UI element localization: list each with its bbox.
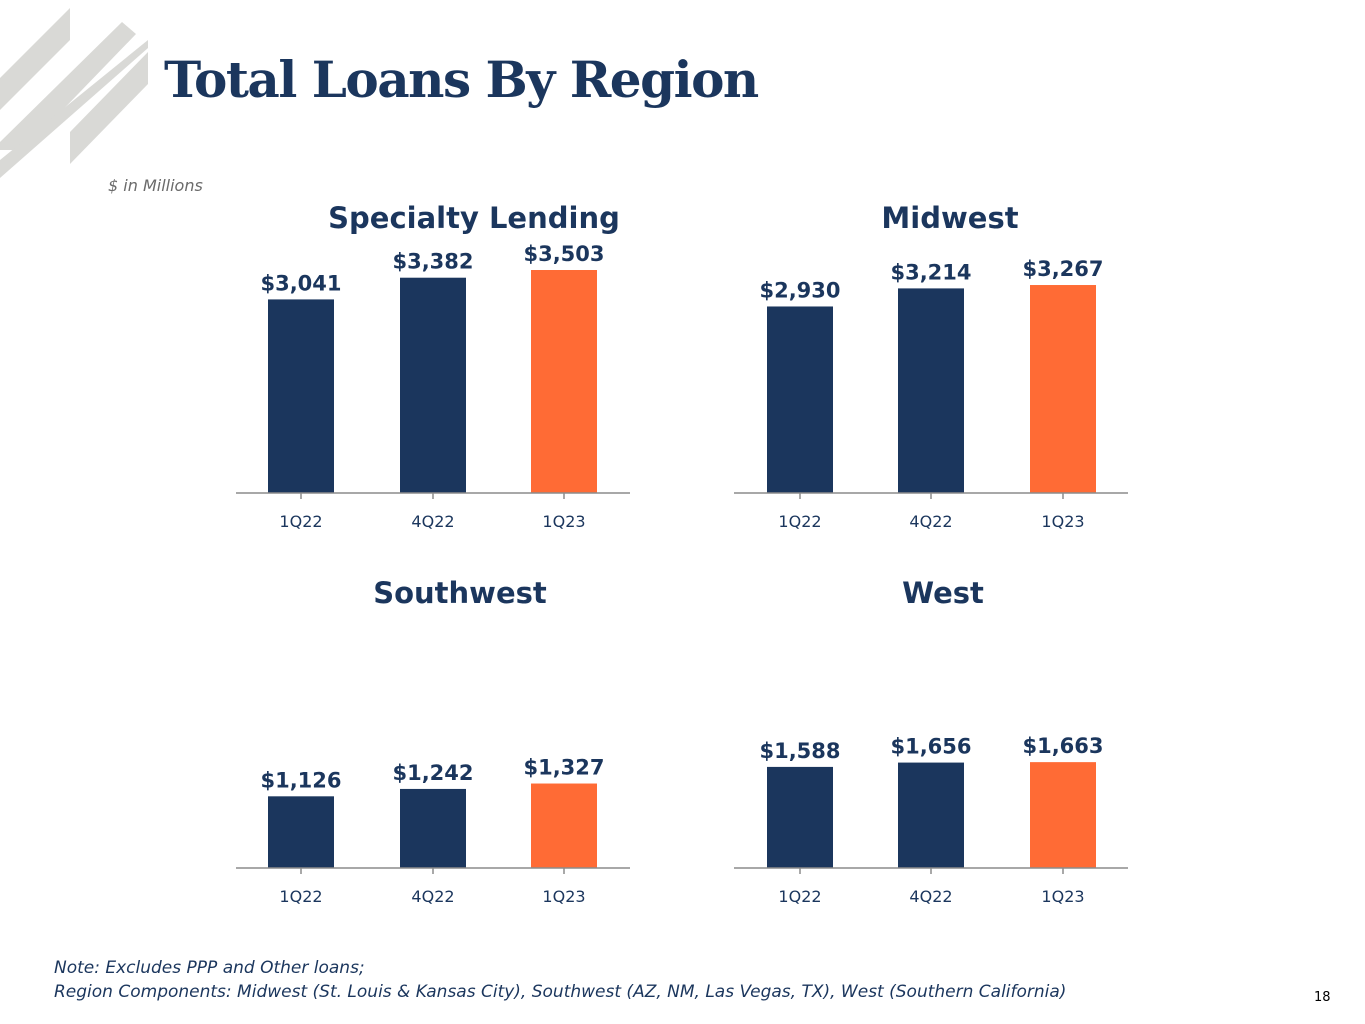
bar [1030,762,1096,868]
units-label: $ in Millions [108,176,203,195]
tick-label: 1Q22 [279,887,322,906]
tick-label: 1Q22 [279,512,322,531]
footnote: Note: Excludes PPP and Other loans; Regi… [54,956,1066,1004]
bar [1030,285,1096,493]
data-label: $3,382 [392,250,473,274]
tick-label: 1Q23 [1041,512,1084,531]
footnote-line-1: Note: Excludes PPP and Other loans; [54,958,365,978]
bar [767,306,833,493]
chart-title: West [902,576,984,610]
data-label: $2,930 [759,278,840,302]
data-label: $1,588 [759,739,840,763]
chart-panel-3: West $1,588 1Q22 $1,656 4Q22 $1,663 1Q23 [734,576,1128,906]
bar [268,796,334,868]
page-title: Total Loans By Region [164,50,759,109]
tick-label: 1Q22 [778,512,821,531]
bar [898,762,964,868]
data-label: $1,327 [523,756,604,780]
loans-by-region-charts: Specialty Lending $3,041 1Q22 $3,382 4Q22 $3,… [236,201,1128,906]
tick-label: 1Q22 [778,887,821,906]
chart-panel-1: Midwest $2,930 1Q22 $3,214 4Q22 $3,267 1Q23 [734,201,1128,531]
bar [531,270,597,493]
data-label: $3,041 [260,271,341,295]
data-label: $3,503 [523,242,604,266]
chart-panel-2: Southwest $1,126 1Q22 $1,242 4Q22 $1,327 1Q23 [236,576,630,906]
data-label: $1,663 [1022,734,1103,758]
tick-label: 4Q22 [411,512,454,531]
bar [767,766,833,868]
chart-panel-0: Specialty Lending $3,041 1Q22 $3,382 4Q22 $3,… [236,201,630,531]
data-label: $3,267 [1022,257,1103,281]
bar [400,788,466,868]
page-number: 18 [1314,990,1331,1005]
data-label: $3,214 [890,260,971,284]
chart-title: Specialty Lending [328,201,620,235]
chart-title: Southwest [373,576,547,610]
data-label: $1,242 [392,761,473,785]
tick-label: 1Q23 [542,512,585,531]
tick-label: 1Q23 [542,887,585,906]
bar [531,783,597,868]
data-label: $1,656 [890,735,971,759]
tick-label: 4Q22 [411,887,454,906]
tick-label: 4Q22 [909,512,952,531]
chart-title: Midwest [881,201,1018,235]
footnote-line-2: Region Components: Midwest (St. Louis & … [54,982,1067,1002]
company-logo-icon [0,8,148,178]
tick-label: 1Q23 [1041,887,1084,906]
bar [898,288,964,493]
data-label: $1,126 [260,768,341,792]
tick-label: 4Q22 [909,887,952,906]
bar [400,277,466,493]
bar [268,299,334,493]
